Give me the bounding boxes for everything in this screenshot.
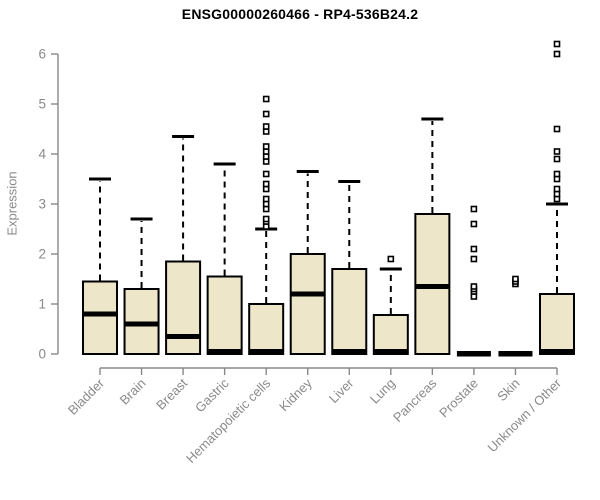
x-tick-label-kidney: Kidney [276,375,315,414]
outlier-point-unknown-other [553,185,561,193]
boxplot-group-kidney [289,170,326,355]
median-line-lung [373,349,408,354]
outlier-point-hematopoietic-cells [262,110,270,118]
outlier-point-unknown-other [553,50,561,58]
x-tick-label-breast: Breast [153,375,190,412]
box-gastric [206,275,243,355]
x-tick-label-bladder: Bladder [65,375,108,418]
boxplot-group-breast [165,135,202,355]
outlier-point-unknown-other [553,155,561,163]
collapsed-box-skin [498,351,533,357]
box-hematopoietic-cells [248,303,285,355]
outlier-point-hematopoietic-cells [262,215,270,223]
outlier-point-lung [387,255,395,263]
outlier-point-hematopoietic-cells [262,123,270,130]
boxplot-group-hematopoietic-cells [248,95,285,355]
x-tick-label-liver: Liver [326,375,357,406]
box-kidney [289,253,326,355]
boxplot-group-bladder [82,177,118,355]
outlier-point-unknown-other [553,170,561,178]
boxplot-group-skin [498,275,533,357]
outlier-point-hematopoietic-cells [262,170,270,178]
boxplot-group-prostate [456,205,491,357]
x-tick-label-unknown-other: Unknown / Other [485,375,565,455]
median-line-pancreas [415,284,450,289]
x-tick-label-prostate: Prostate [436,376,481,421]
outlier-point-unknown-other [553,40,561,48]
median-line-gastric [207,349,242,354]
box-lung [372,314,409,355]
outlier-point-unknown-other [553,125,561,133]
box-breast [165,260,202,355]
x-tick-label-pancreas: Pancreas [390,375,440,425]
box-bladder [82,280,118,355]
x-tick-label-lung: Lung [367,376,398,407]
collapsed-box-prostate [456,351,491,357]
x-tick-label-gastric: Gastric [192,375,232,415]
y-tick-label: 0 [38,347,46,362]
x-tick-label-skin: Skin [494,376,522,404]
outlier-point-hematopoietic-cells [262,195,270,203]
outlier-point-hematopoietic-cells [262,180,270,188]
median-line-liver [332,349,367,354]
outlier-point-prostate [470,220,478,228]
boxplot-group-lung [372,255,409,355]
outlier-point-skin [512,275,519,283]
chart-title: ENSG00000260466 - RP4-536B24.2 [181,6,419,22]
outlier-point-hematopoietic-cells [262,143,270,150]
median-line-hematopoietic-cells [249,349,284,354]
outlier-point-prostate [470,283,478,290]
boxplot-group-gastric [206,162,243,355]
outlier-point-hematopoietic-cells [262,95,270,103]
box-unknown-other [539,293,575,355]
y-tick-label: 6 [38,47,46,62]
boxplot-group-liver [331,180,368,355]
y-tick-label: 3 [38,197,46,212]
y-tick-label: 1 [38,297,46,312]
boxplot-group-unknown-other [539,40,575,355]
y-tick-label: 4 [38,147,46,162]
median-line-bladder [83,311,117,317]
x-tick-label-brain: Brain [117,376,149,408]
outlier-point-prostate [470,255,478,263]
boxplot-group-brain [123,217,160,355]
median-line-breast [166,334,201,339]
y-axis: 0 1 2 3 4 5 6 [38,47,59,362]
y-tick-label: 5 [38,97,46,112]
outlier-point-prostate [470,205,478,213]
outlier-point-prostate [470,245,478,253]
median-line-unknown-other [540,349,574,354]
median-line-kidney [290,291,325,297]
median-line-brain [124,321,159,327]
box-liver [331,268,368,355]
y-tick-label: 2 [38,247,46,262]
outlier-point-unknown-other [553,148,561,155]
boxplot-group-pancreas [414,117,451,355]
